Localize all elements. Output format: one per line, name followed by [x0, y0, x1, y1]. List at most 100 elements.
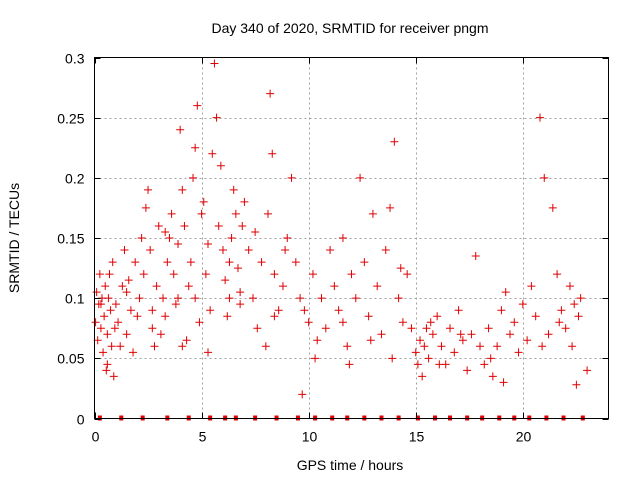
data-point	[110, 324, 119, 333]
data-point	[266, 89, 275, 98]
data-point	[281, 246, 290, 255]
data-point	[139, 270, 148, 279]
data-point	[144, 185, 153, 194]
data-point	[101, 282, 110, 291]
data-point	[326, 246, 335, 255]
y-tick-label: 0.05	[57, 351, 84, 367]
data-point	[154, 221, 163, 230]
data-point	[126, 306, 135, 315]
data-point	[568, 342, 577, 351]
data-point	[225, 294, 234, 303]
data-point	[351, 294, 360, 303]
data-point	[364, 312, 373, 321]
data-point	[548, 203, 557, 212]
data-point	[107, 342, 116, 351]
data-point	[159, 294, 168, 303]
data-point	[146, 246, 155, 255]
data-point	[467, 330, 476, 339]
data-point	[300, 306, 309, 315]
data-point	[291, 258, 300, 267]
data-point	[248, 294, 257, 303]
data-point	[150, 342, 159, 351]
data-point	[174, 240, 183, 249]
data-point	[518, 300, 527, 309]
data-point	[99, 348, 108, 357]
x-tick-label: 20	[516, 429, 532, 445]
data-point	[373, 282, 382, 291]
data-point	[583, 366, 592, 375]
data-point	[523, 336, 532, 345]
data-point	[116, 342, 125, 351]
data-point	[308, 270, 317, 279]
data-point	[486, 354, 495, 363]
data-point	[137, 234, 146, 242]
data-point	[244, 246, 253, 255]
data-point	[236, 288, 245, 297]
data-point	[565, 282, 574, 291]
data-point	[544, 330, 553, 339]
data-point	[93, 336, 102, 345]
data-point	[570, 300, 579, 309]
data-point	[576, 294, 585, 303]
data-point	[338, 318, 347, 327]
data-point	[356, 173, 365, 182]
data-point	[231, 209, 240, 218]
y-tick-label: 0.2	[65, 171, 85, 187]
data-point	[233, 264, 242, 273]
data-point	[446, 324, 455, 333]
data-point	[263, 209, 272, 218]
data-point	[527, 282, 536, 291]
data-point	[104, 294, 113, 303]
data-point	[195, 318, 204, 327]
data-point	[129, 348, 138, 357]
data-point	[555, 318, 564, 327]
data-point	[428, 330, 437, 339]
data-point	[96, 324, 105, 333]
data-point	[298, 390, 307, 399]
data-point	[347, 270, 356, 279]
data-point	[92, 288, 101, 297]
data-point	[268, 149, 277, 158]
data-point	[381, 246, 390, 255]
data-point	[476, 342, 484, 351]
data-point	[426, 318, 435, 327]
data-point	[253, 324, 262, 333]
x-tick-label: 5	[199, 429, 207, 445]
data-point	[261, 342, 270, 351]
data-point	[204, 240, 213, 249]
data-point	[296, 294, 305, 303]
data-point	[377, 330, 386, 339]
data-point	[122, 330, 131, 339]
data-point	[257, 258, 266, 267]
data-point	[557, 306, 566, 315]
data-point	[416, 336, 425, 345]
data-point	[368, 209, 377, 218]
y-axis-label: SRMTID / TECUs	[6, 183, 22, 293]
y-tick-label: 0.15	[57, 231, 84, 247]
data-point	[120, 246, 129, 255]
data-point	[212, 113, 221, 122]
data-point	[197, 209, 206, 218]
data-point	[510, 318, 519, 327]
data-point	[103, 360, 112, 369]
data-point	[161, 227, 170, 236]
data-point	[313, 336, 322, 345]
data-point	[501, 288, 510, 297]
data-point	[180, 221, 189, 230]
data-point	[321, 324, 330, 333]
data-point	[386, 203, 395, 212]
data-point	[572, 380, 581, 389]
data-point	[433, 312, 442, 321]
data-point	[161, 312, 170, 321]
data-point	[148, 306, 157, 315]
data-point	[538, 342, 547, 351]
data-point	[191, 294, 200, 303]
data-point	[398, 318, 407, 327]
data-point	[454, 306, 463, 315]
axis-ticks: 0 0.05 0.1 0.15 0.2 0.25 0.3 0 5 10 15 20	[57, 51, 609, 445]
data-point	[131, 258, 140, 267]
data-point	[122, 288, 131, 297]
data-point	[422, 324, 431, 333]
data-point	[206, 306, 215, 315]
x-axis-label: GPS time / hours	[297, 457, 404, 473]
